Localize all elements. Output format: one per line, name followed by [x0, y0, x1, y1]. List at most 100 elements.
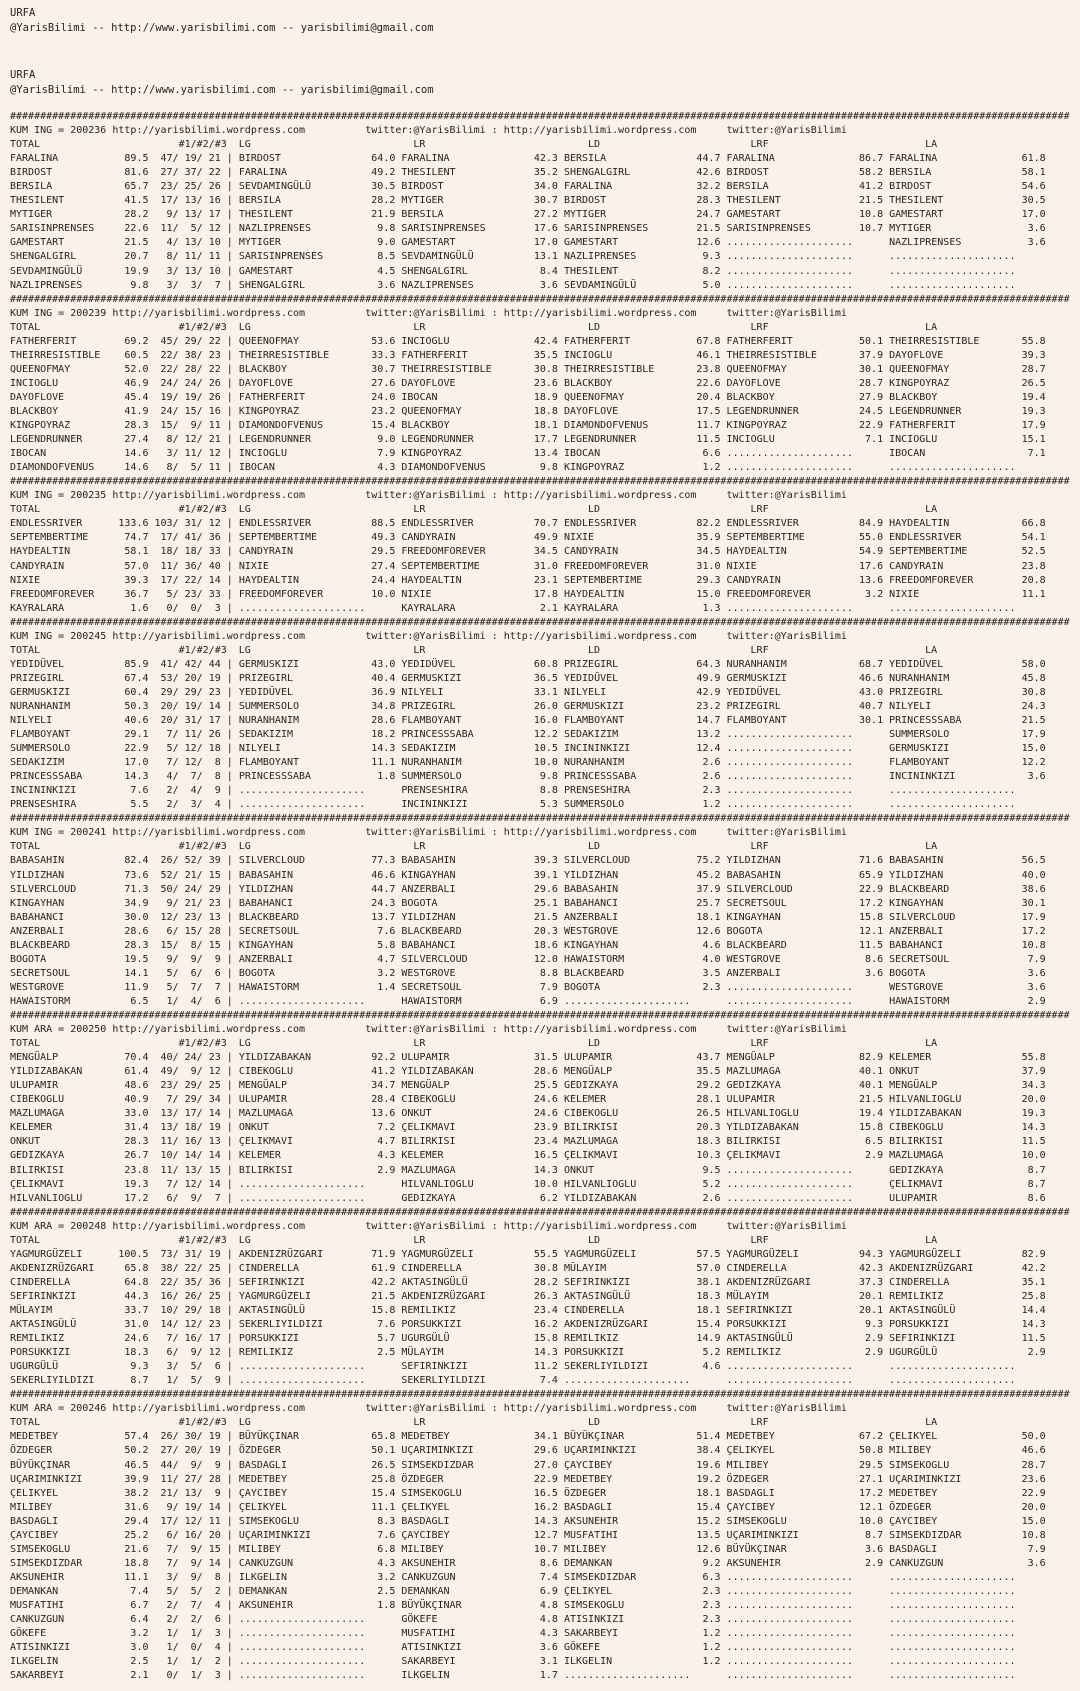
gap [305, 1403, 365, 1414]
ld-horse: FATHERFERIT [563, 335, 685, 347]
lr-value: 10.0 [521, 1178, 558, 1190]
total-value: 133.6 [112, 518, 149, 530]
la-value: 28.7 [1009, 1459, 1046, 1471]
la-value: 21.5 [1009, 715, 1046, 727]
horse-name: BIRDOST [10, 167, 113, 179]
lrf-horse: ÖZDEGER [726, 1473, 847, 1485]
stats-row: HAWAISTORM 6.5 1/ 4/ 6 | ...............… [10, 995, 1080, 1009]
lg-horse: SEFIRINKIZI [238, 1276, 360, 1288]
total-value: 33.0 [112, 1108, 149, 1120]
lrf-empty: ..................... [726, 729, 884, 741]
la-value: 15.1 [1009, 434, 1046, 446]
la-horse: YEDIDÜVEL [889, 658, 1010, 670]
stats-row: HAYDEALTIN 58.1 18/ 18/ 33 | CANDYRAIN 2… [10, 545, 1080, 559]
la-value: 3.6 [1009, 237, 1046, 249]
placings: 1/ 1/ 2 [154, 1656, 221, 1668]
lrf-value: 15.8 [846, 911, 884, 923]
total-value: 70.4 [112, 1052, 149, 1064]
placings: 17/ 13/ 16 [154, 195, 221, 207]
lg-horse: AKDENIZRÜZGARI [238, 1248, 360, 1260]
la-horse: SILVERCLOUD [889, 911, 1010, 923]
lrf-value: 3.6 [846, 967, 884, 979]
stats-row: SEDAKIZIM 17.0 7/ 12/ 8 | FLAMBOYANT 11.… [10, 756, 1080, 770]
la-horse: BLACKBEARD [889, 883, 1010, 895]
lrf-value: 27.9 [846, 391, 884, 403]
total-value: 74.7 [112, 532, 149, 544]
lrf-horse: FARALINA [726, 153, 847, 165]
lrf-value: 12.1 [846, 1501, 884, 1513]
stats-row: UGURGÜLÜ 9.3 3/ 5/ 6 | .................… [10, 1360, 1080, 1374]
la-horse: GAMESTART [889, 209, 1010, 221]
ld-horse: BIRDOST [563, 195, 685, 207]
lg-value: 2.5 [359, 1347, 396, 1359]
ld-horse: NILYELI [563, 686, 685, 698]
ld-horse: MAZLUMAGA [563, 1136, 685, 1148]
placings: 6/ 15/ 28 [154, 925, 221, 937]
race-code: KUM ING = 200239 [10, 307, 107, 319]
ld-value: 9.5 [684, 1164, 721, 1176]
separator: : [485, 125, 504, 137]
lrf-value: 9.3 [846, 1319, 884, 1331]
ld-horse: AKDENIZRÜZGARI [563, 1319, 685, 1331]
stats-row: BASDAGLI 29.4 17/ 12/ 11 | SIMSEKOGLU 8.… [10, 1515, 1080, 1529]
ld-horse: DIAMONDOFVENUS [563, 420, 685, 432]
ld-horse: ILKGELIN [563, 1656, 685, 1668]
race-code: KUM ING = 200235 [10, 490, 107, 502]
lg-horse: ANZERBALI [238, 953, 360, 965]
lg-value: 27.4 [359, 560, 396, 572]
placings: 49/ 9/ 12 [154, 1066, 221, 1078]
stats-row: PRINCESSSABA 14.3 4/ 7/ 8 | PRINCESSSABA… [10, 770, 1080, 784]
horse-name: AKDENIZRÜZGARI [10, 1262, 113, 1274]
lr-value: 24.6 [521, 1094, 558, 1106]
ld-horse: NAZLIPRENSES [563, 251, 685, 263]
lg-empty: ..................... [238, 1375, 396, 1387]
lr-horse: SHENGALGIRL [401, 265, 522, 277]
lrf-horse: MÜLAYIM [726, 1290, 847, 1302]
column-pipe: | [220, 1290, 239, 1302]
ld-horse: IBOCAN [563, 448, 685, 460]
column-pipe: | [220, 1122, 239, 1134]
horse-name: BILIRKISI [10, 1164, 113, 1176]
race-section: ########################################… [10, 1009, 1080, 1206]
stats-row: MYTIGER 28.2 9/ 13/ 17 | THESILENT 21.9 … [10, 208, 1080, 222]
lrf-horse: CANDYRAIN [726, 574, 847, 586]
placings: 13/ 17/ 14 [154, 1108, 221, 1120]
lrf-value: 17.2 [846, 897, 884, 909]
lr-horse: SECRETSOUL [401, 981, 522, 993]
ld-horse: ÖZDEGER [563, 1487, 685, 1499]
placings: 26/ 52/ 39 [154, 855, 221, 867]
ld-horse: NURANHANIM [563, 757, 685, 769]
column-pipe: | [220, 883, 239, 895]
lg-horse: KINGAYHAN [238, 939, 360, 951]
lg-horse: SIMSEKOGLU [238, 1515, 360, 1527]
la-value: 14.4 [1009, 1304, 1046, 1316]
lr-value: 10.7 [521, 1543, 558, 1555]
horse-name: KAYRALARA [10, 602, 113, 614]
placings: 2/ 3/ 4 [154, 799, 221, 811]
stats-row: PRENSESHIRA 5.5 2/ 3/ 4 | ..............… [10, 798, 1080, 812]
lrf-horse: THEIRRESISTIBLE [726, 349, 847, 361]
lg-value: 8.3 [359, 1515, 396, 1527]
lr-value: 8.8 [521, 967, 558, 979]
lg-horse: NAZLIPRENSES [238, 223, 360, 235]
lrf-horse: SEPTEMBERTIME [726, 532, 847, 544]
lg-value: 5.8 [359, 939, 396, 951]
lrf-value: 21.5 [846, 195, 884, 207]
placings: 2/ 4/ 9 [154, 785, 221, 797]
column-pipe: | [220, 574, 239, 586]
gap [305, 308, 365, 319]
la-horse: MILIBEY [889, 1445, 1010, 1457]
lg-horse: MILIBEY [238, 1543, 360, 1555]
stats-row: BOGOTA 19.5 9/ 9/ 9 | ANZERBALI 4.7 SILV… [10, 953, 1080, 967]
ld-value: 29.2 [684, 1080, 721, 1092]
race-section: ########################################… [10, 1388, 1080, 1683]
lg-value: 9.8 [359, 223, 396, 235]
lrf-empty: ..................... [726, 1599, 884, 1611]
column-pipe: | [220, 1473, 239, 1485]
lg-horse: NILYELI [238, 743, 360, 755]
lg-value: 49.2 [359, 167, 396, 179]
lr-value: 42.4 [521, 335, 558, 347]
la-horse: NIXIE [889, 588, 1010, 600]
ld-horse: MILIBEY [563, 1543, 685, 1555]
column-pipe: | [220, 995, 239, 1007]
